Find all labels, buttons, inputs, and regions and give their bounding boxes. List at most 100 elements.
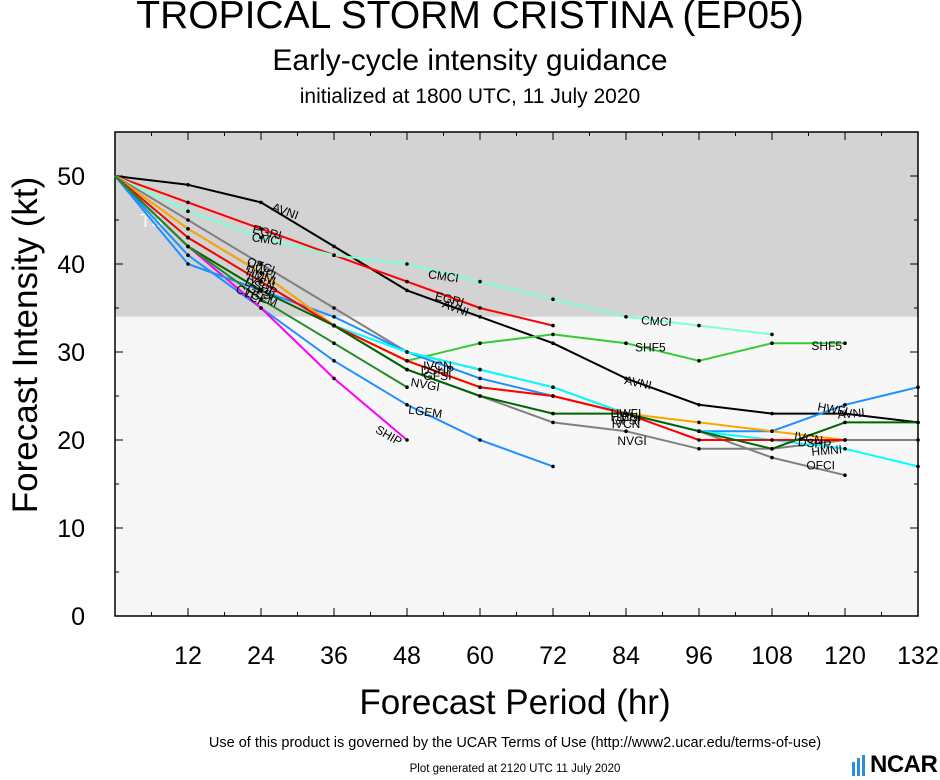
x-tick-label: 96 — [685, 642, 713, 670]
x-tick-label: 108 — [751, 642, 793, 670]
point-ofci — [843, 473, 847, 478]
point-shf5 — [697, 359, 701, 363]
point-ctci — [405, 385, 409, 390]
point-hmni — [405, 350, 409, 354]
y-tick-label: 50 — [57, 163, 85, 191]
point-ofci — [186, 218, 190, 222]
point-hwfi — [332, 315, 336, 319]
intensity-bands: TS — [115, 132, 918, 616]
point-lgem — [478, 438, 482, 442]
point-egri — [478, 306, 482, 310]
point-dshp — [478, 385, 482, 390]
point-lgem — [551, 464, 555, 469]
point-gfsi — [405, 367, 409, 372]
series-label-ivcn: IVCN — [793, 429, 824, 448]
point-hmni — [551, 385, 555, 390]
x-tick-label: 132 — [897, 642, 939, 670]
chart-title: TROPICAL STORM CRISTINA (EP05) — [136, 0, 804, 37]
point-egri — [259, 227, 263, 231]
point-shf5 — [770, 341, 774, 346]
point-cmci — [697, 323, 701, 328]
series-label-avni: AVNI — [837, 405, 865, 421]
x-tick-label: 84 — [612, 642, 640, 670]
chart-subtitle: Early-cycle intensity guidance — [272, 44, 668, 77]
point-nvgi — [916, 438, 920, 442]
point-gfsi — [770, 447, 774, 451]
point-ctci — [259, 297, 263, 302]
point-hwfi — [843, 403, 847, 407]
terms-of-use: Use of this product is governed by the U… — [208, 735, 822, 751]
point-shf5 — [624, 341, 628, 346]
series-label-hwfi: HWFI — [817, 400, 850, 419]
x-tick-label: 120 — [824, 642, 866, 670]
point-dshp — [843, 438, 847, 442]
point-hmni — [916, 464, 920, 469]
point-gfsi — [332, 323, 336, 328]
point-hmni — [843, 447, 847, 451]
point-ctci — [186, 244, 190, 249]
series-label-dshp: DSHP — [797, 435, 831, 452]
point-ship — [332, 376, 336, 381]
y-tick-label: 10 — [57, 515, 85, 543]
series-label-dshp: DSHP — [421, 363, 454, 377]
point-ofci — [770, 455, 774, 460]
series-label-ivcn: IVCN — [612, 417, 641, 431]
point-shf5 — [551, 332, 555, 337]
point-egri — [186, 200, 190, 205]
y-tick-label: 20 — [57, 427, 85, 455]
point-avni — [843, 411, 847, 416]
point-ship — [259, 306, 263, 310]
point-ctci — [332, 341, 336, 346]
y-tick-label: 40 — [57, 251, 85, 279]
point-avni — [259, 200, 263, 205]
x-tick-label: 72 — [539, 642, 567, 670]
point-cmci — [405, 262, 409, 266]
point-ofci — [332, 306, 336, 310]
series-label-nvgi: NVGI — [617, 434, 646, 448]
point-lgem — [332, 359, 336, 363]
point-dshp — [770, 438, 774, 442]
point-avni — [624, 376, 628, 381]
point-shf5 — [478, 341, 482, 346]
series-label-shf5: SHF5 — [635, 341, 666, 355]
series-label-egri: EGRI — [434, 289, 466, 310]
point-dshp — [186, 235, 190, 240]
point-shf5 — [843, 341, 847, 346]
point-hwfi — [478, 376, 482, 381]
x-tick-label: 12 — [174, 642, 202, 670]
x-axis-label: Forecast Period (hr) — [359, 683, 671, 722]
series-label-hmni: HMNI — [811, 442, 843, 459]
point-lgem — [405, 403, 409, 407]
point-dshp — [697, 438, 701, 442]
point-nvgi — [624, 429, 628, 434]
point-dshp — [259, 279, 263, 284]
point-gfsi — [697, 429, 701, 434]
y-tick-label: 30 — [57, 339, 85, 367]
point-hwfi — [916, 385, 920, 390]
point-ivcn — [259, 271, 263, 275]
point-cmci — [259, 235, 263, 240]
point-cmci — [478, 279, 482, 284]
series-cmci — [114, 175, 773, 336]
series-label-cmci: CMCI — [251, 230, 283, 248]
generated-time: Plot generated at 2120 UTC 11 July 2020 — [409, 763, 621, 775]
axes: 12 24 36 48 60 72 84 96 108 120 132 0 10 20 30 40 50 — [57, 131, 939, 670]
point-avni — [332, 244, 336, 249]
point-gfsi — [551, 411, 555, 416]
point-avni — [478, 315, 482, 319]
point-gfsi — [478, 394, 482, 398]
point-cmci — [551, 297, 555, 302]
series-labels: AVNIAVNIAVNIAVNIEGRIEGRICMCICMCICMCISHF5… — [233, 200, 865, 473]
ncar-logo-icon — [852, 755, 865, 776]
point-avni — [186, 183, 190, 187]
series-label-hwfi: HWFI — [611, 407, 642, 421]
point-cmci — [770, 332, 774, 337]
series-gfsi — [114, 175, 918, 450]
point-dshp — [551, 394, 555, 398]
point-cmci — [186, 209, 190, 213]
series-label-lgem: LGEM — [407, 403, 443, 422]
series-hwfi — [114, 175, 919, 433]
point-egri — [551, 323, 555, 328]
series-label-gfsi: GFSI — [423, 369, 451, 383]
